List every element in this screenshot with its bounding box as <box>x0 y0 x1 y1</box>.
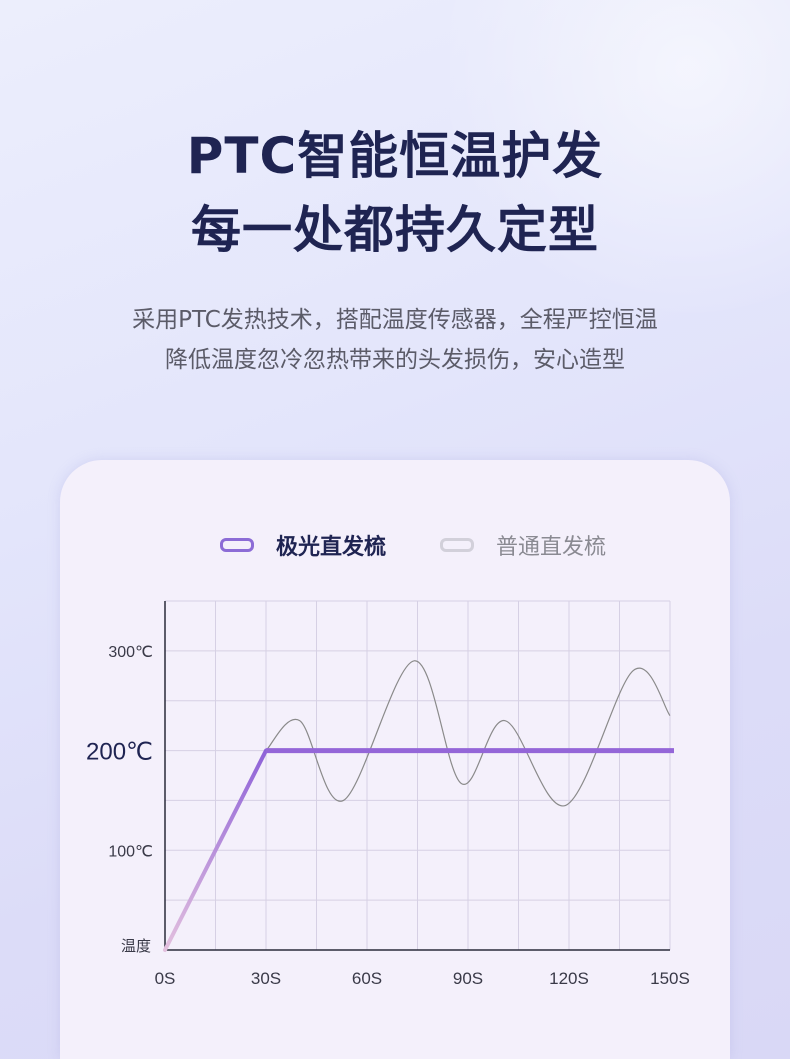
x-tick-label: 90S <box>453 969 483 988</box>
legend-swatch <box>220 538 254 552</box>
series-line-aurora-ramp <box>163 748 268 952</box>
x-tick-label: 30S <box>251 969 281 988</box>
y-tick-label: 200℃ <box>86 739 153 766</box>
series-line-ordinary <box>265 660 671 807</box>
x-tick-label: 0S <box>155 969 176 988</box>
x-tick-label: 60S <box>352 969 382 988</box>
y-tick-label: 300℃ <box>108 644 153 661</box>
page-title: PTC智能恒温护发 <box>186 127 604 185</box>
legend-label: 极光直发梳 <box>276 535 387 560</box>
legend-item-aurora: 极光直发梳 <box>220 530 386 560</box>
subtitle-line2: 降低温度忽冷忽热带来的头发损伤，安心造型 <box>165 347 625 373</box>
subtitle: 采用PTC发热技术，搭配温度传感器，全程严控恒温 <box>132 307 658 333</box>
y-tick-label: 100℃ <box>108 843 153 860</box>
x-tick-label: 120S <box>549 969 589 988</box>
y-axis-label: 温度 <box>121 937 151 955</box>
legend-label: 普通直发梳 <box>496 535 607 560</box>
page-title-line2: 每一处都持久定型 <box>191 201 599 259</box>
legend-swatch <box>440 538 474 552</box>
x-tick-label: 150S <box>650 969 690 988</box>
chart-card <box>60 460 730 1059</box>
background-glow <box>450 0 790 340</box>
legend-item-ordinary: 普通直发梳 <box>440 530 606 560</box>
